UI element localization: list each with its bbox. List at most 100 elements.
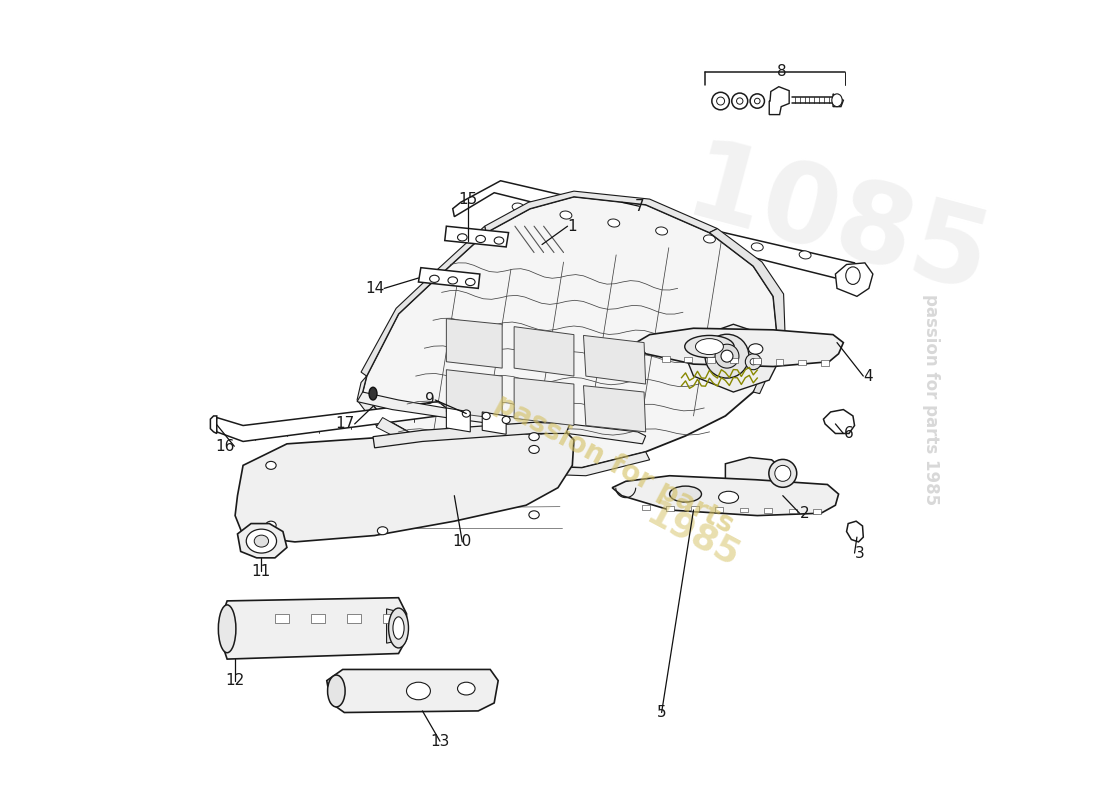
Polygon shape <box>376 418 518 474</box>
Polygon shape <box>847 521 864 542</box>
Ellipse shape <box>608 219 619 227</box>
Text: 4: 4 <box>864 369 873 383</box>
Polygon shape <box>730 358 738 363</box>
Ellipse shape <box>715 344 739 368</box>
Polygon shape <box>453 181 855 281</box>
Polygon shape <box>636 328 844 366</box>
Polygon shape <box>447 318 503 368</box>
Text: 6: 6 <box>844 426 854 441</box>
Polygon shape <box>275 614 289 623</box>
Polygon shape <box>813 510 821 514</box>
Polygon shape <box>216 402 447 442</box>
Ellipse shape <box>266 521 276 529</box>
Ellipse shape <box>462 410 471 417</box>
Ellipse shape <box>712 92 729 110</box>
Polygon shape <box>739 507 748 512</box>
Ellipse shape <box>750 94 764 108</box>
Text: 12: 12 <box>226 673 244 688</box>
Text: 15: 15 <box>459 192 477 206</box>
Polygon shape <box>667 506 674 510</box>
Ellipse shape <box>684 335 734 358</box>
Polygon shape <box>363 197 778 468</box>
Polygon shape <box>710 229 785 394</box>
Ellipse shape <box>774 466 791 482</box>
Polygon shape <box>715 507 723 512</box>
Ellipse shape <box>219 605 235 653</box>
Ellipse shape <box>846 267 860 285</box>
Polygon shape <box>358 376 650 476</box>
Ellipse shape <box>430 275 439 282</box>
Text: 10: 10 <box>453 534 472 550</box>
Ellipse shape <box>377 526 388 534</box>
Ellipse shape <box>716 97 725 105</box>
Ellipse shape <box>800 251 811 259</box>
Ellipse shape <box>246 529 276 553</box>
Ellipse shape <box>732 93 748 109</box>
Text: 5: 5 <box>657 705 667 720</box>
Polygon shape <box>444 226 508 247</box>
Ellipse shape <box>718 491 738 503</box>
Ellipse shape <box>388 608 408 648</box>
Text: 16: 16 <box>214 438 234 454</box>
Text: 1085: 1085 <box>674 133 1000 316</box>
Ellipse shape <box>476 235 485 242</box>
Polygon shape <box>684 357 692 362</box>
Ellipse shape <box>705 334 749 378</box>
Text: 3: 3 <box>855 546 865 561</box>
Polygon shape <box>776 359 783 365</box>
Text: 14: 14 <box>365 281 384 296</box>
Text: 11: 11 <box>252 564 271 579</box>
Polygon shape <box>514 326 574 376</box>
Polygon shape <box>725 458 781 488</box>
Polygon shape <box>235 430 574 542</box>
Ellipse shape <box>368 387 377 400</box>
Polygon shape <box>833 94 844 106</box>
Text: passion for parts: passion for parts <box>490 389 738 538</box>
Ellipse shape <box>737 98 742 104</box>
Polygon shape <box>327 670 498 713</box>
Ellipse shape <box>769 459 796 487</box>
Polygon shape <box>210 416 217 434</box>
Ellipse shape <box>656 227 668 235</box>
Ellipse shape <box>529 511 539 518</box>
Polygon shape <box>821 360 829 366</box>
Ellipse shape <box>494 237 504 244</box>
Text: 2: 2 <box>800 506 810 521</box>
Polygon shape <box>661 356 670 362</box>
Ellipse shape <box>465 278 475 286</box>
Ellipse shape <box>750 358 757 365</box>
Ellipse shape <box>503 416 510 423</box>
Ellipse shape <box>670 486 702 502</box>
Text: 13: 13 <box>430 734 450 749</box>
Ellipse shape <box>458 234 468 241</box>
Ellipse shape <box>458 682 475 695</box>
Polygon shape <box>311 614 326 623</box>
Ellipse shape <box>748 344 763 354</box>
Polygon shape <box>514 378 574 426</box>
Polygon shape <box>358 392 646 444</box>
Polygon shape <box>361 226 486 376</box>
Ellipse shape <box>266 462 276 470</box>
Polygon shape <box>485 191 717 233</box>
Polygon shape <box>764 508 772 513</box>
Ellipse shape <box>695 338 724 354</box>
Text: 9: 9 <box>426 393 436 407</box>
Polygon shape <box>221 598 407 659</box>
Polygon shape <box>386 609 407 643</box>
Polygon shape <box>583 335 646 384</box>
Polygon shape <box>835 263 873 296</box>
Polygon shape <box>641 506 650 510</box>
Ellipse shape <box>529 433 539 441</box>
Polygon shape <box>824 410 855 434</box>
Ellipse shape <box>393 617 404 639</box>
Polygon shape <box>346 614 361 623</box>
Ellipse shape <box>254 535 268 547</box>
Ellipse shape <box>328 675 345 707</box>
Polygon shape <box>238 523 287 558</box>
Ellipse shape <box>482 412 491 419</box>
Polygon shape <box>583 386 646 432</box>
Polygon shape <box>691 506 698 511</box>
Ellipse shape <box>529 446 539 454</box>
Ellipse shape <box>751 243 763 251</box>
Polygon shape <box>789 509 796 514</box>
